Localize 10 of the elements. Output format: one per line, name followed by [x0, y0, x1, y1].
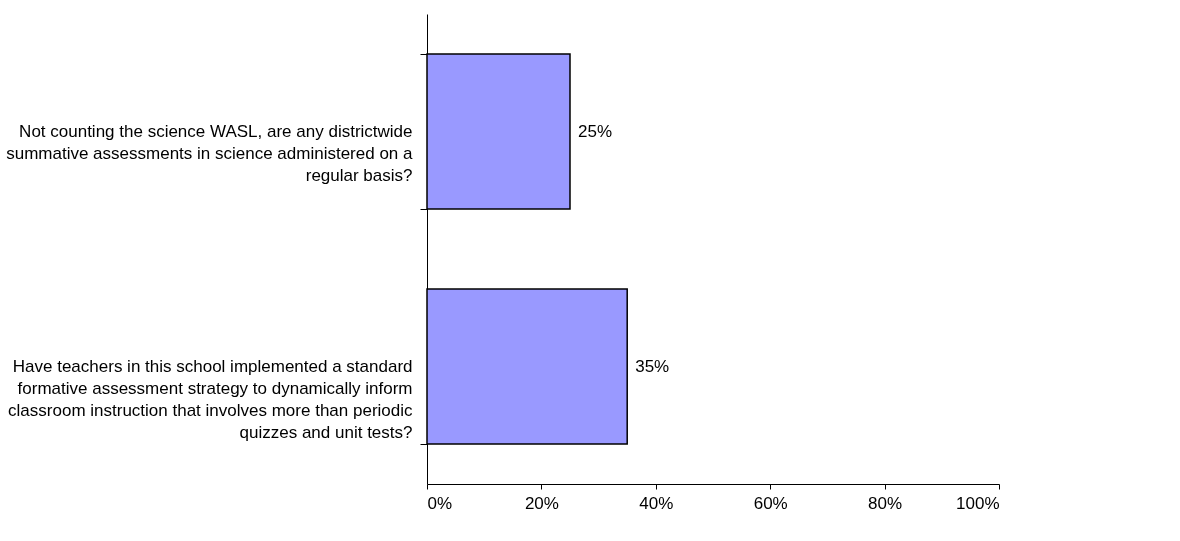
x-tick-label: 80%: [868, 493, 903, 513]
x-tick-label: 60%: [753, 493, 788, 513]
y-tick-label: Have teachers in this school implemented a standard formative assessment strategy to dynamically inform classroom instruction that involves more than periodic quizzes and unit tests?: [8, 357, 413, 442]
x-tick-label: 20%: [524, 493, 559, 513]
x-tick-label: 100%: [956, 493, 1000, 513]
x-tick-label: 40%: [639, 493, 674, 513]
data-label: 25%: [578, 121, 613, 141]
y-tick-label: Not counting the science WASL, are any districtwide summative assessments in science administered on a regular basis?: [6, 122, 414, 185]
x-tick-label: 0%: [427, 493, 453, 513]
data-label: 35%: [635, 356, 670, 376]
